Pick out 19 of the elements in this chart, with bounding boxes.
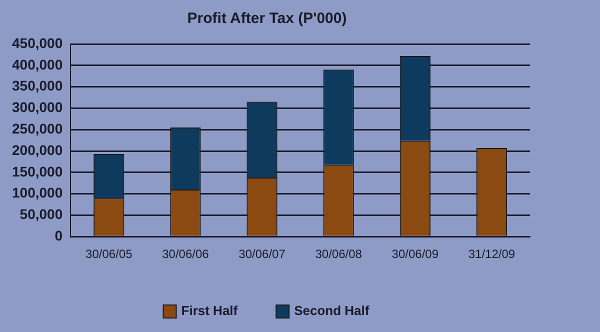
y-tick-label: 350,000 — [12, 78, 63, 94]
chart-title: Profit After Tax (P'000) — [187, 10, 347, 28]
x-tick-label: 30/06/06 — [162, 247, 210, 262]
y-tick-label: 150,000 — [12, 163, 63, 180]
y-tick-label: 100,000 — [12, 184, 63, 201]
legend-label: Second Half — [294, 303, 370, 318]
y-tick-label: 300,000 — [12, 99, 63, 116]
y-tick-label: 200,000 — [12, 142, 63, 158]
legend-label: First Half — [181, 303, 238, 318]
x-tick-label: 30/06/09 — [392, 247, 439, 262]
x-tick-label: 30/06/05 — [86, 247, 133, 262]
y-tick-label: 400,000 — [12, 56, 63, 72]
y-tick-label: 450,000 — [12, 34, 63, 51]
x-tick-label: 30/06/08 — [315, 247, 362, 262]
y-tick-label: 0 — [54, 227, 63, 244]
y-tick-label: 250,000 — [12, 120, 63, 136]
y-tick-label: 50,000 — [20, 206, 63, 222]
x-tick-label: 30/06/07 — [238, 247, 286, 262]
x-tick-label: 31/12/09 — [468, 247, 516, 262]
